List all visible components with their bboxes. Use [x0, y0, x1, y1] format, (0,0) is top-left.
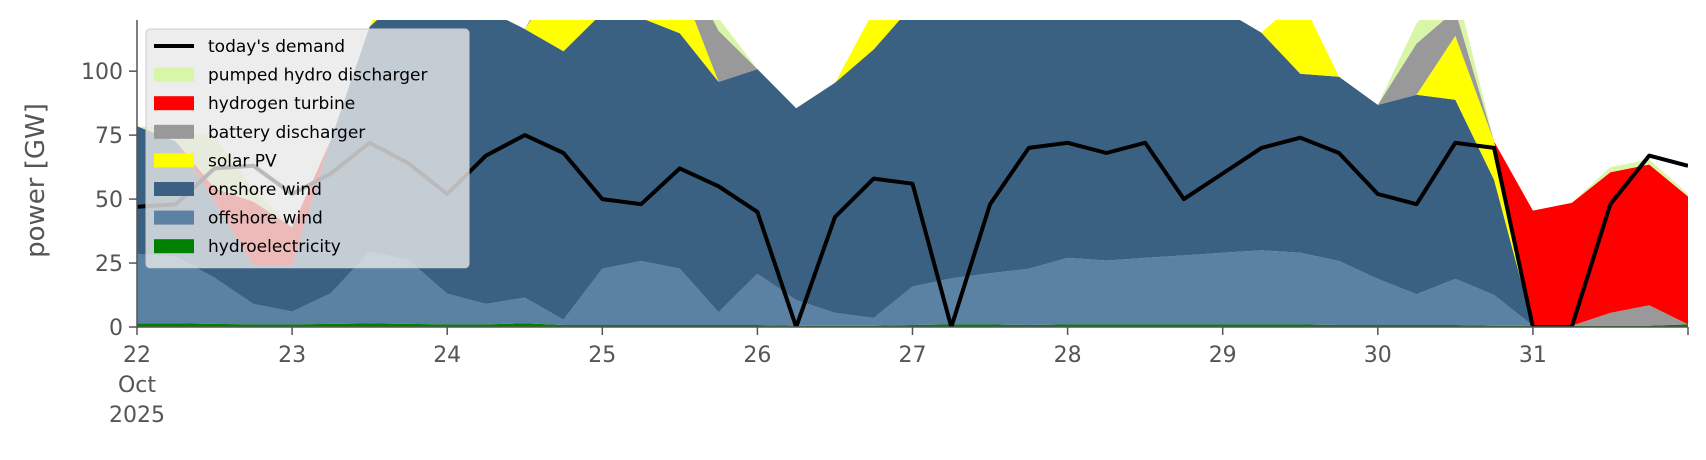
x-tick-label: 22	[123, 343, 151, 368]
legend-swatch-offshore-wind	[154, 210, 194, 225]
area-series-group	[137, 20, 1688, 327]
y-tick-label: 50	[95, 188, 123, 213]
plot-area	[137, 20, 1688, 327]
x-tick-label: 25	[588, 343, 616, 368]
x-tick-year-label: 2025	[109, 403, 165, 428]
legend-swatch-pumped-hydro-discharger	[154, 67, 194, 82]
legend-label-battery-discharger: battery discharger	[208, 123, 365, 143]
x-tick-label: 24	[433, 343, 461, 368]
legend-swatch-hydrogen-turbine	[154, 96, 194, 111]
area-offshore-wind	[137, 250, 1688, 326]
x-tick-label: 31	[1519, 343, 1547, 368]
y-axis-title: power [GW]	[21, 103, 51, 258]
x-tick-label: 23	[278, 343, 306, 368]
legend-label-today-s-demand: today's demand	[208, 37, 345, 57]
legend-box	[145, 28, 470, 269]
x-tick-month-label: Oct	[118, 373, 156, 398]
legend-swatch-onshore-wind	[154, 182, 194, 196]
legend-label-onshore-wind: onshore wind	[208, 180, 322, 200]
x-tick-label: 28	[1054, 343, 1082, 368]
x-tick-label: 27	[899, 343, 927, 368]
legend-label-offshore-wind: offshore wind	[208, 209, 323, 229]
legend: today's demand pumped hydro discharger hyd…	[145, 28, 470, 269]
legend-label-pumped-hydro-discharger: pumped hydro discharger	[208, 66, 427, 86]
legend-label-hydrogen-turbine: hydrogen turbine	[208, 94, 355, 114]
y-tick-label: 0	[109, 316, 123, 341]
area-onshore-wind	[137, 20, 1688, 326]
y-axis: 0 25 50 75 100	[81, 20, 138, 341]
area-hydroelectricity	[137, 323, 1688, 327]
legend-label-hydroelectricity: hydroelectricity	[208, 237, 341, 257]
legend-swatch-solar-pv	[154, 153, 194, 168]
x-axis: 22 23 24 25 26 27 28 29 30 31 Oct 2025	[109, 326, 1689, 428]
y-tick-label: 25	[95, 252, 123, 277]
x-tick-label: 26	[743, 343, 771, 368]
legend-label-solar-pv: solar PV	[208, 151, 277, 171]
y-tick-label: 75	[95, 124, 123, 149]
x-tick-label: 30	[1364, 343, 1392, 368]
x-tick-label: 29	[1209, 343, 1237, 368]
legend-swatch-hydroelectricity	[154, 239, 194, 254]
legend-swatch-battery-discharger	[154, 124, 194, 139]
y-tick-label: 100	[81, 60, 123, 85]
area-hydrogen-turbine	[137, 20, 1688, 326]
